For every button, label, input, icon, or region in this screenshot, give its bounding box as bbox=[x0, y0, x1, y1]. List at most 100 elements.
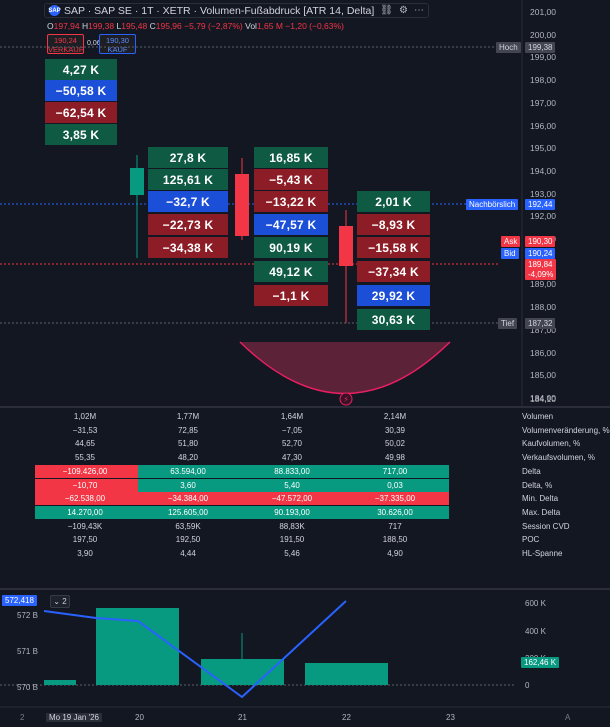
price-tick: 201,00 bbox=[530, 7, 556, 17]
table-cell: 188,50 bbox=[382, 535, 408, 545]
corner-left: 2 bbox=[20, 713, 25, 722]
table-cell: −109,43K bbox=[67, 521, 103, 531]
table-row: 55,35 48,20 47,30 49,98 Verkaufsvolumen, % bbox=[0, 451, 610, 464]
table-cell: −34.384,00 bbox=[167, 494, 209, 504]
price-tick: 185,00 bbox=[530, 370, 556, 381]
table-cell: −10,70 bbox=[72, 480, 98, 490]
table-cell: 191,50 bbox=[279, 535, 305, 545]
sell-label: VERKAUF bbox=[48, 45, 84, 54]
table-cell: −62.538,00 bbox=[64, 494, 106, 504]
left-tick: 571 B bbox=[17, 647, 38, 656]
table-cell: 0,03 bbox=[387, 480, 403, 490]
table-cell: 4,90 bbox=[387, 549, 403, 558]
table-row-label: Session CVD bbox=[522, 521, 570, 531]
table-cell-bg bbox=[138, 464, 242, 478]
left-tick: 570 B bbox=[17, 683, 38, 692]
table-cell: −47.572,00 bbox=[271, 494, 313, 504]
table-cell: 88,83K bbox=[279, 521, 305, 531]
link-icon[interactable]: ⛓ bbox=[380, 5, 393, 16]
table-cell: 14.270,00 bbox=[67, 507, 103, 517]
price-tick: 186,00 bbox=[530, 347, 556, 358]
table-cell: 72,85 bbox=[177, 425, 199, 435]
table-cell: 3,60 bbox=[180, 480, 196, 490]
svg-text:⚡: ⚡ bbox=[343, 395, 349, 404]
cvd-bar bbox=[305, 663, 388, 685]
table-row-label: POC bbox=[522, 535, 540, 545]
right-tick: 400 K bbox=[525, 627, 546, 636]
price-tick: 187,00 bbox=[530, 324, 556, 335]
symbol-header[interactable]: SAP SAP · SAP SE · 1T · XETR · Volumen-F… bbox=[44, 3, 429, 18]
price-tick: 184,00 bbox=[530, 392, 556, 403]
table-cell: 1,02M bbox=[73, 412, 97, 421]
table-row-label: Max. Delta bbox=[522, 507, 561, 517]
table-cell: −31,53 bbox=[72, 425, 98, 435]
footprint-cell: 49,12 K bbox=[254, 261, 328, 282]
ask-label: Ask bbox=[501, 236, 521, 247]
table-cell-bg bbox=[242, 505, 346, 519]
flash-icon bbox=[339, 392, 353, 406]
left-tick: 572 B bbox=[17, 611, 38, 620]
table-cell: 88.833,00 bbox=[274, 466, 310, 476]
table-cell: −37.335,00 bbox=[374, 494, 416, 504]
table-row-label: Delta, % bbox=[522, 480, 553, 490]
candle-body bbox=[130, 168, 144, 195]
table-cell: 44,65 bbox=[74, 439, 96, 449]
sap-logo-icon: SAP bbox=[48, 5, 61, 16]
table-cell-bg bbox=[242, 492, 346, 506]
buy-price: 190,30 bbox=[106, 36, 129, 45]
nachboerslich-value: 192,44 bbox=[525, 199, 556, 210]
footprint-cell: −13,22 K bbox=[254, 191, 328, 212]
right-tick: 0 bbox=[525, 681, 530, 690]
table-row-label: Volumen bbox=[522, 412, 554, 421]
table-cell: 51,80 bbox=[177, 439, 199, 449]
table-row: −109,43K 63,59K 88,83K 717 Session CVD bbox=[0, 520, 610, 533]
table-cell: 125.605,00 bbox=[167, 507, 209, 517]
table-cell: −7,05 bbox=[281, 425, 303, 435]
table-cell: 90.193,00 bbox=[274, 507, 310, 517]
table-row: −10,70 3,60 5,40 0,03 Delta, % bbox=[0, 478, 610, 492]
footprint-cell: −47,57 K bbox=[254, 214, 328, 235]
table-row: 3,90 4,44 5,46 4,90 HL-Spanne bbox=[0, 547, 610, 560]
table-cell: 5,46 bbox=[284, 549, 300, 558]
more-icon[interactable]: ⋯ bbox=[413, 5, 424, 16]
footprint-cell: 90,19 K bbox=[254, 237, 328, 258]
table-cell: 55,35 bbox=[74, 453, 96, 463]
cvd-value-label: 162,46 K bbox=[521, 657, 560, 668]
cvd-line bbox=[43, 600, 347, 699]
hoch-label: Hoch bbox=[496, 42, 521, 53]
auto-scale-button[interactable]: A bbox=[565, 713, 571, 722]
table-cell: 717,00 bbox=[382, 466, 408, 476]
footprint-cell: 30,63 K bbox=[357, 309, 430, 330]
footprint-cell: 4,27 K bbox=[45, 59, 117, 80]
footprint-cell: 16,85 K bbox=[254, 147, 328, 168]
price-tick: 200,00 bbox=[530, 29, 556, 40]
table-cell-bg bbox=[242, 478, 346, 492]
bid-label: Bid bbox=[501, 248, 519, 259]
collapse-cvd-button[interactable]: ⌄ 2 bbox=[50, 595, 70, 608]
price-tick: 189,00 bbox=[530, 279, 556, 290]
table-row-label: Kaufvolumen, % bbox=[522, 439, 581, 449]
cvd-current-label: 572,418 bbox=[2, 595, 37, 606]
footprint-cell: −62,54 K bbox=[45, 102, 117, 123]
table-cell: −109.426,00 bbox=[62, 466, 108, 476]
table-cell: 50,02 bbox=[384, 439, 406, 449]
buy-button[interactable]: 190,30 KAUF bbox=[99, 34, 136, 54]
gear-icon[interactable]: ⚙ bbox=[398, 5, 408, 16]
x-label: 22 bbox=[342, 713, 351, 722]
footprint-cell: −8,93 K bbox=[357, 214, 430, 235]
sell-price: 190,24 bbox=[54, 36, 77, 45]
sell-button[interactable]: 190,24 VERKAUF bbox=[47, 34, 84, 54]
hoch-value: 199,38 bbox=[525, 42, 556, 53]
table-cell-bg bbox=[138, 492, 242, 506]
table-row: 14.270,00 125.605,00 90.193,00 30.626,00 Max… bbox=[0, 505, 610, 519]
right-tick: 600 K bbox=[525, 599, 546, 608]
table-cell-bg bbox=[345, 505, 449, 519]
x-label-date: Mo 19 Jan '26 bbox=[46, 713, 103, 722]
ohlc-line: O197,94 H199,38 L195,48 C195,96 −5,79 (−… bbox=[47, 21, 344, 31]
candle-body bbox=[235, 174, 249, 236]
table-row: −62.538,00 −34.384,00 −47.572,00 −37.335,00… bbox=[0, 492, 610, 506]
table-cell: 717 bbox=[388, 521, 402, 531]
table-cell: 63,59K bbox=[175, 521, 201, 531]
